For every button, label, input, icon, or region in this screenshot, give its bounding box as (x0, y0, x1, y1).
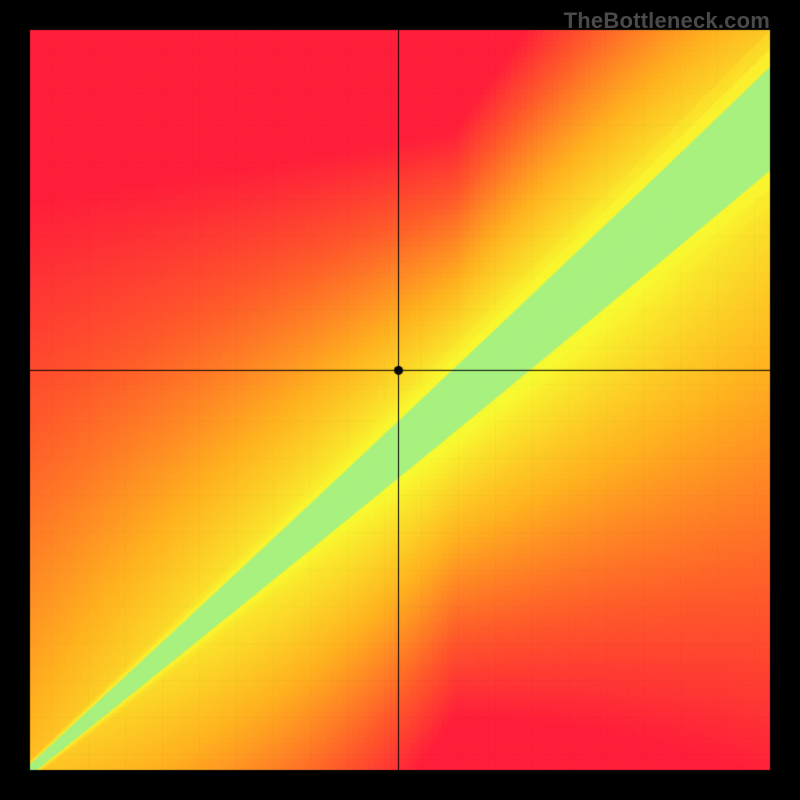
heatmap-canvas (0, 0, 800, 800)
watermark-label: TheBottleneck.com (564, 8, 770, 34)
bottleneck-chart: TheBottleneck.com (0, 0, 800, 800)
